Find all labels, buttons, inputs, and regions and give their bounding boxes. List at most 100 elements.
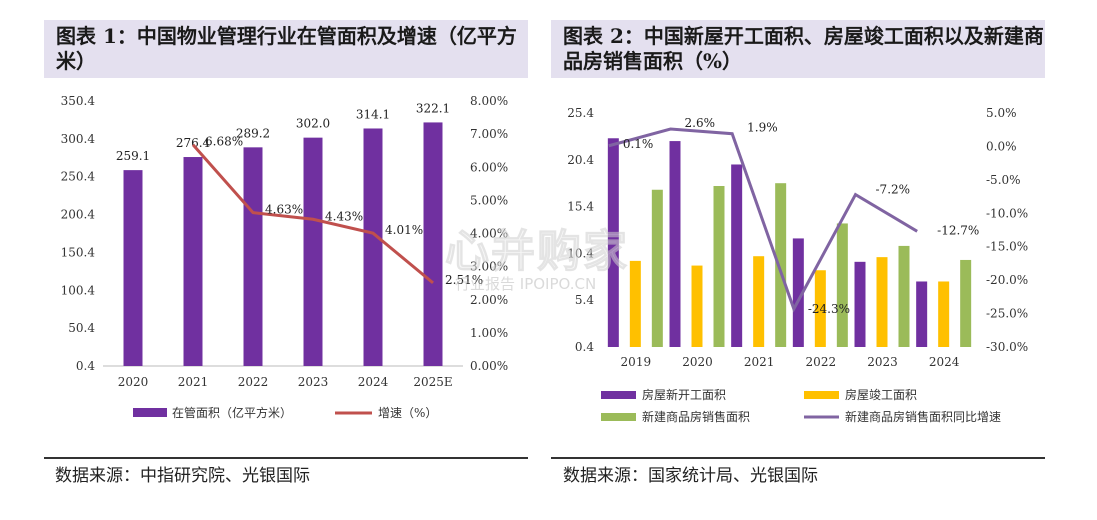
chart1-legend-swatch-bar bbox=[133, 408, 167, 417]
chart2-y-right-tick: -30.0% bbox=[986, 340, 1028, 354]
chart1-source: 数据来源：中指研究院、光银国际 bbox=[55, 466, 310, 486]
chart1-legend-label-bar: 在管面积（亿平方米） bbox=[172, 405, 292, 420]
chart1-bar bbox=[123, 170, 143, 366]
chart1-y-right-tick: 8.00% bbox=[470, 94, 508, 108]
chart1-x-tick: 2023 bbox=[298, 375, 329, 389]
chart1-bar bbox=[423, 122, 443, 366]
chart1-y-left-tick: 50.4 bbox=[68, 321, 95, 335]
chart2-y-right-tick: -5.0% bbox=[986, 173, 1021, 187]
chart1-bar-label: 314.1 bbox=[356, 107, 390, 121]
chart2-x-tick: 2020 bbox=[682, 355, 713, 369]
chart1-y-right-tick: 6.00% bbox=[470, 160, 508, 174]
chart1-title: 图表 1：中国物业管理行业在管面积及增速（亿平方米） bbox=[56, 24, 517, 73]
chart2-svg: 25.4 20.4 15.4 10.4 5.4 0.4 5.0% 0.0% -5.0% -10.0… bbox=[567, 106, 1028, 424]
chart2-legend-label-3: 新建商品房销售面积 bbox=[642, 409, 750, 424]
chart1-legend-label-line: 增速（%） bbox=[378, 406, 437, 420]
chart1-x-tick: 2022 bbox=[238, 375, 269, 389]
chart2-x-tick: 2023 bbox=[867, 355, 898, 369]
chart1-x-tick: 2025E bbox=[413, 375, 452, 389]
chart2-line-label: -12.7% bbox=[937, 223, 979, 237]
chart1-bar-label: 259.1 bbox=[116, 149, 150, 163]
chart2-bar-3 bbox=[713, 186, 725, 347]
chart2-bar-3 bbox=[775, 183, 787, 347]
chart1-y-right-tick: 5.00% bbox=[470, 193, 508, 207]
chart2-line-label: 2.6% bbox=[685, 116, 716, 130]
chart1-line-label: 6.68% bbox=[205, 135, 243, 149]
chart2-title-box: 图表 2：中国新屋开工面积、房屋竣工面积以及新建商品房销售面积（%） bbox=[551, 20, 1045, 78]
chart2-line-label: 0.1% bbox=[623, 137, 654, 151]
chart2-title: 图表 2：中国新屋开工面积、房屋竣工面积以及新建商品房销售面积（%） bbox=[563, 24, 1044, 73]
chart2-legend-label-1: 房屋新开工面积 bbox=[642, 387, 726, 402]
chart2-bar-1 bbox=[731, 164, 743, 347]
chart2-bar-1 bbox=[916, 281, 928, 347]
chart1-line-label: 2.51% bbox=[445, 273, 483, 287]
chart1-bar-label: 289.2 bbox=[236, 126, 270, 140]
chart1-y-right-tick: 0.00% bbox=[470, 359, 508, 373]
chart2-source-divider bbox=[551, 457, 1045, 459]
chart2-y-right-tick: 5.0% bbox=[986, 106, 1017, 120]
chart2-x-tick: 2019 bbox=[621, 355, 652, 369]
chart1-bar bbox=[243, 147, 263, 366]
chart1-y-right-tick: 4.00% bbox=[470, 227, 508, 241]
chart1-bar-label: 302.0 bbox=[296, 117, 330, 131]
chart2-bar-3 bbox=[651, 189, 663, 347]
chart1-y-left-tick: 0.4 bbox=[76, 359, 95, 373]
chart2-bar-2 bbox=[876, 257, 888, 347]
chart1-bar bbox=[303, 137, 323, 366]
chart1-title-box: 图表 1：中国物业管理行业在管面积及增速（亿平方米） bbox=[44, 20, 528, 78]
chart2-bar-2 bbox=[629, 260, 641, 347]
chart2-x-tick: 2021 bbox=[744, 355, 775, 369]
chart2-legend-swatch-3 bbox=[601, 413, 636, 421]
chart2-bar-3 bbox=[960, 259, 972, 347]
chart2-legend-label-4: 新建商品房销售面积同比增速 bbox=[845, 409, 1001, 424]
chart1-y-right-tick: 7.00% bbox=[470, 127, 508, 141]
chart1-y-left-tick: 200.4 bbox=[61, 208, 96, 222]
chart2-line-label: -7.2% bbox=[876, 183, 911, 197]
chart1-y-left-tick: 300.4 bbox=[61, 132, 96, 146]
chart1-bar bbox=[183, 157, 203, 366]
chart2-bar-2 bbox=[753, 256, 765, 347]
chart2-bar-2 bbox=[938, 281, 950, 347]
chart2-bar-1 bbox=[792, 238, 804, 347]
chart2-bar-2 bbox=[691, 265, 703, 347]
chart2-growth-line bbox=[608, 127, 918, 313]
chart2-y-left-tick: 0.4 bbox=[575, 340, 594, 354]
chart1-bar-label: 322.1 bbox=[416, 101, 450, 115]
chart1-y-left-tick: 150.4 bbox=[61, 245, 96, 259]
chart2-y-right-tick: -15.0% bbox=[986, 240, 1028, 254]
chart1-svg: 350.4 300.4 250.4 200.4 150.4 100.4 50.4 0.4 8.0… bbox=[61, 94, 508, 420]
chart2-y-left-tick: 5.4 bbox=[575, 293, 594, 307]
chart2-line-label: 1.9% bbox=[747, 121, 778, 135]
chart2-legend-swatch-2 bbox=[804, 391, 839, 399]
chart2-bar-3 bbox=[898, 245, 910, 347]
chart2-legend-swatch-1 bbox=[601, 391, 636, 399]
chart1-line-label: 4.01% bbox=[385, 223, 423, 237]
chart1-y-left-tick: 350.4 bbox=[61, 94, 96, 108]
chart2-y-left-tick: 20.4 bbox=[567, 153, 594, 167]
chart2-bar-1 bbox=[669, 141, 681, 347]
chart2-legend-label-2: 房屋竣工面积 bbox=[845, 387, 917, 402]
chart2-bar-1 bbox=[854, 261, 866, 347]
chart2-y-right-tick: -20.0% bbox=[986, 273, 1028, 287]
chart1-bar-label: 276.4 bbox=[176, 136, 211, 150]
chart2-y-right-tick: -10.0% bbox=[986, 206, 1028, 220]
chart2-y-left-tick: 25.4 bbox=[567, 106, 594, 120]
chart2-bar-2 bbox=[814, 270, 826, 347]
chart1-line-label: 4.63% bbox=[265, 203, 303, 217]
chart1-y-right-tick: 2.00% bbox=[470, 293, 508, 307]
chart1-y-left-tick: 250.4 bbox=[61, 170, 96, 184]
chart1-source-divider bbox=[44, 457, 528, 459]
chart1-x-tick: 2024 bbox=[358, 375, 389, 389]
chart2-x-tick: 2024 bbox=[929, 355, 960, 369]
chart1-x-tick: 2020 bbox=[118, 375, 149, 389]
chart1-y-right-tick: 1.00% bbox=[470, 326, 508, 340]
chart1-bar bbox=[363, 128, 383, 366]
chart2-bar-3 bbox=[836, 223, 848, 347]
chart1-x-tick: 2021 bbox=[178, 375, 209, 389]
chart1-y-left-tick: 100.4 bbox=[61, 283, 96, 297]
chart1-line-label: 4.43% bbox=[325, 209, 363, 223]
chart1-y-right-tick: 3.00% bbox=[470, 260, 508, 274]
chart2-y-left-tick: 10.4 bbox=[567, 246, 594, 260]
chart1-growth-line bbox=[191, 143, 434, 285]
chart2-y-right-tick: -25.0% bbox=[986, 307, 1028, 321]
